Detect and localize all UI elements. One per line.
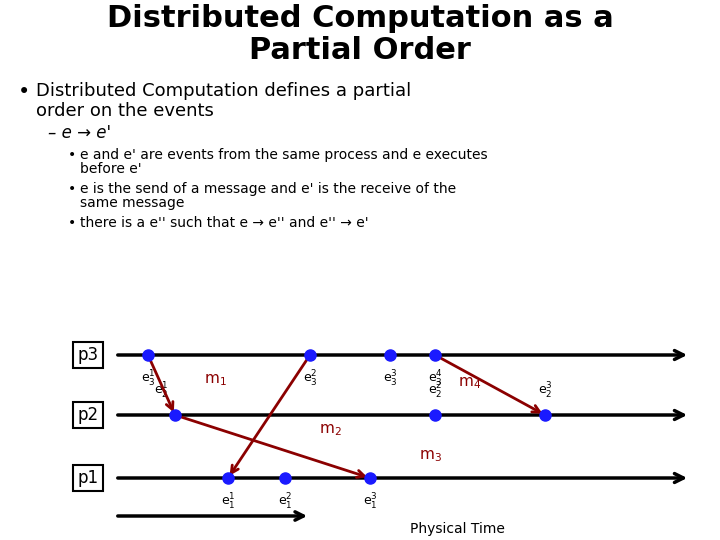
Text: e$^2_2$: e$^2_2$ [428, 381, 442, 401]
Text: – e → e': – e → e' [48, 124, 111, 142]
Text: Partial Order: Partial Order [249, 36, 471, 65]
Text: Physical Time: Physical Time [410, 522, 505, 536]
Text: there is a e'' such that e → e'' and e'' → e': there is a e'' such that e → e'' and e''… [80, 216, 369, 230]
Text: e$^3_2$: e$^3_2$ [538, 381, 552, 401]
Text: e$^1_1$: e$^1_1$ [221, 492, 235, 512]
Text: m$_1$: m$_1$ [204, 372, 226, 388]
Text: m$_3$: m$_3$ [418, 448, 441, 464]
Text: e is the send of a message and e' is the receive of the: e is the send of a message and e' is the… [80, 182, 456, 196]
Text: same message: same message [80, 196, 184, 210]
Text: e$^3_3$: e$^3_3$ [382, 369, 397, 389]
Text: Distributed Computation as a: Distributed Computation as a [107, 4, 613, 33]
Text: m$_2$: m$_2$ [319, 422, 341, 438]
Text: m$_4$: m$_4$ [459, 375, 482, 391]
Text: •: • [68, 148, 76, 162]
Text: •: • [68, 216, 76, 230]
Text: e$^2_1$: e$^2_1$ [278, 492, 292, 512]
Text: e$^2_3$: e$^2_3$ [302, 369, 318, 389]
Text: p1: p1 [78, 469, 99, 487]
Text: e$^4_3$: e$^4_3$ [428, 369, 442, 389]
Text: Distributed Computation defines a partial: Distributed Computation defines a partia… [36, 82, 411, 100]
Text: order on the events: order on the events [36, 102, 214, 120]
Text: e and e' are events from the same process and e executes: e and e' are events from the same proces… [80, 148, 487, 162]
Text: before e': before e' [80, 162, 142, 176]
Text: e$^1_2$: e$^1_2$ [154, 381, 168, 401]
Text: p2: p2 [78, 406, 99, 424]
Text: •: • [18, 82, 30, 102]
Text: p3: p3 [78, 346, 99, 364]
Text: •: • [68, 182, 76, 196]
Text: e$^3_1$: e$^3_1$ [363, 492, 377, 512]
Text: e$^1_3$: e$^1_3$ [140, 369, 156, 389]
